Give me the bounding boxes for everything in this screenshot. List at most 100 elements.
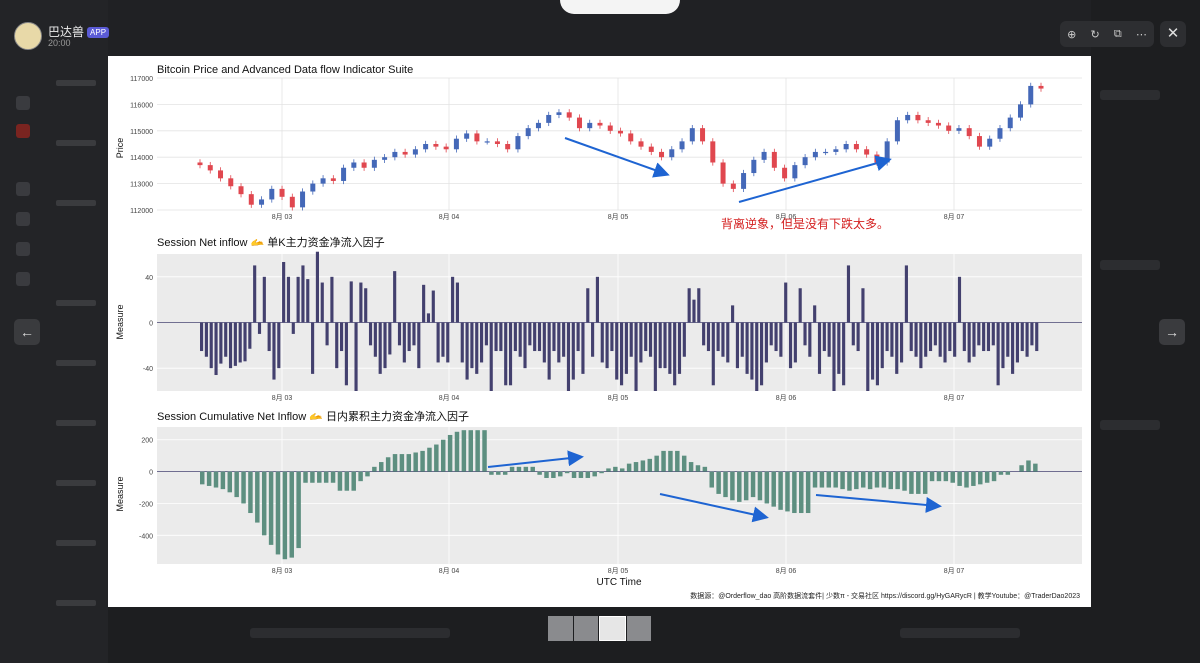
bar bbox=[454, 431, 460, 472]
bar bbox=[268, 471, 274, 545]
prev-image-button[interactable]: ← bbox=[14, 319, 40, 345]
bar bbox=[496, 471, 501, 475]
bar bbox=[654, 455, 659, 472]
sidebar-icon bbox=[16, 272, 30, 286]
close-button[interactable]: ✕ bbox=[1160, 21, 1186, 47]
bar bbox=[895, 322, 899, 374]
avatar[interactable] bbox=[14, 22, 42, 50]
candle bbox=[269, 188, 275, 200]
thumbnail[interactable] bbox=[573, 616, 598, 641]
bar bbox=[648, 322, 653, 357]
more-icon[interactable]: ⋯ bbox=[1135, 28, 1147, 41]
y-tick-label: 114000 bbox=[130, 155, 153, 162]
bar bbox=[663, 322, 667, 369]
candle bbox=[464, 133, 470, 139]
bar bbox=[620, 322, 624, 386]
y-tick-label: 112000 bbox=[130, 208, 153, 215]
top-tab[interactable] bbox=[560, 0, 680, 14]
plot-background bbox=[157, 78, 1082, 210]
bar bbox=[420, 450, 425, 472]
y-tick-label: -400 bbox=[139, 533, 153, 540]
candle bbox=[700, 128, 706, 142]
bar bbox=[426, 313, 431, 323]
candle bbox=[576, 117, 582, 129]
bar bbox=[721, 322, 725, 357]
x-tick-label: 8月 06 bbox=[776, 394, 797, 402]
bar bbox=[557, 322, 561, 363]
thumbnail[interactable] bbox=[626, 616, 651, 641]
bar bbox=[785, 471, 790, 512]
candle bbox=[371, 159, 377, 168]
next-image-button[interactable]: → bbox=[1159, 319, 1185, 345]
thumbnail[interactable] bbox=[548, 616, 573, 641]
bar bbox=[750, 322, 754, 380]
background-line bbox=[56, 540, 96, 546]
bar bbox=[1001, 322, 1005, 369]
bar bbox=[711, 322, 715, 386]
bar bbox=[817, 322, 822, 374]
bar bbox=[943, 322, 947, 363]
candle bbox=[946, 125, 952, 131]
candle bbox=[884, 141, 890, 163]
bar bbox=[337, 471, 343, 491]
bar bbox=[692, 299, 696, 323]
candle bbox=[341, 167, 347, 181]
bar bbox=[499, 322, 503, 352]
candle bbox=[535, 122, 541, 129]
bar bbox=[972, 322, 976, 357]
bar bbox=[784, 282, 788, 323]
zoom-in-icon[interactable]: ⊕ bbox=[1067, 28, 1077, 41]
bar bbox=[204, 322, 208, 357]
bar bbox=[388, 322, 392, 355]
bar bbox=[399, 454, 405, 472]
bar bbox=[383, 322, 387, 369]
bar bbox=[528, 322, 532, 346]
candle bbox=[966, 128, 972, 137]
bar bbox=[996, 322, 1000, 386]
thumbnail-active[interactable] bbox=[599, 616, 626, 641]
bar bbox=[513, 322, 517, 352]
bar bbox=[335, 322, 339, 369]
bar bbox=[504, 322, 508, 386]
rotate-icon[interactable]: ↻ bbox=[1090, 28, 1100, 41]
bar bbox=[861, 288, 865, 323]
bar bbox=[799, 471, 804, 514]
x-tick-label: 8月 07 bbox=[944, 394, 965, 402]
candle bbox=[915, 114, 921, 121]
bar bbox=[778, 471, 783, 510]
candle bbox=[894, 120, 900, 142]
candle bbox=[823, 151, 829, 154]
bar bbox=[227, 471, 233, 493]
candle bbox=[412, 149, 418, 155]
bar bbox=[875, 322, 879, 386]
y-tick-label: 0 bbox=[149, 321, 153, 328]
candle bbox=[935, 122, 941, 126]
candle bbox=[505, 144, 511, 150]
bar bbox=[890, 322, 894, 357]
x-tick-label: 8月 03 bbox=[272, 567, 293, 575]
bar bbox=[233, 322, 237, 366]
annotation-arrow bbox=[487, 450, 584, 468]
bar bbox=[289, 471, 294, 558]
bar bbox=[1025, 322, 1029, 357]
bar bbox=[803, 322, 807, 346]
candle bbox=[956, 128, 962, 131]
bar bbox=[967, 322, 971, 363]
bar bbox=[827, 322, 831, 357]
bar bbox=[833, 471, 838, 488]
bar bbox=[1011, 322, 1015, 374]
bar bbox=[871, 322, 875, 380]
candle bbox=[905, 114, 911, 121]
bar bbox=[688, 462, 694, 472]
candle bbox=[802, 157, 808, 166]
bar bbox=[213, 471, 219, 488]
bar bbox=[581, 322, 585, 374]
open-external-icon[interactable]: ⧉ bbox=[1113, 27, 1122, 40]
bar bbox=[475, 322, 479, 374]
bar bbox=[542, 322, 546, 363]
x-axis-label: UTC Time bbox=[597, 577, 642, 588]
background-line bbox=[56, 600, 96, 606]
bar bbox=[991, 322, 995, 346]
bar bbox=[867, 471, 873, 490]
sidebar-icon bbox=[16, 96, 30, 110]
